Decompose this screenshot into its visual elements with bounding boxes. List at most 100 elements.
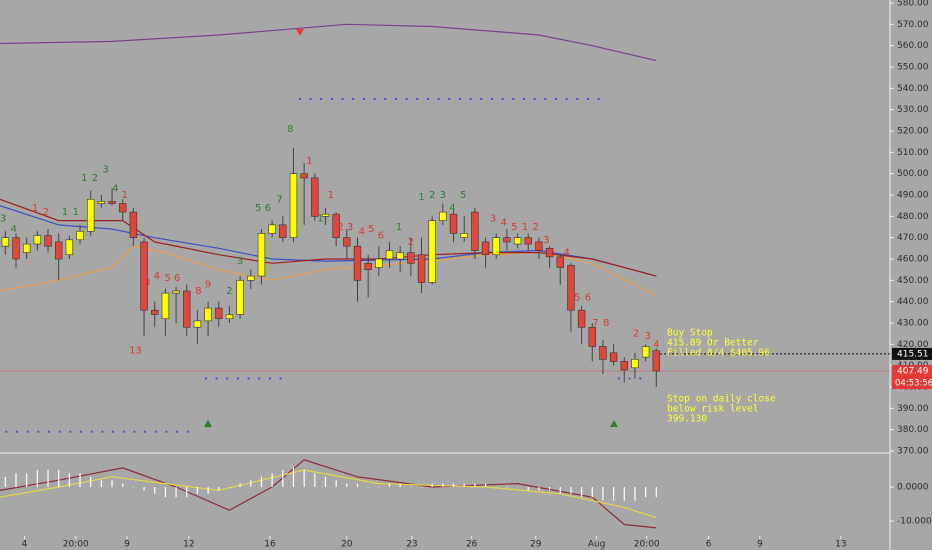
y-tick-label: -10.0000 (897, 517, 932, 527)
candle-body (471, 211, 479, 251)
countdown: 04:53:56 (895, 379, 932, 389)
td-count: 4 (112, 184, 118, 195)
histogram-bar (356, 483, 359, 488)
y-tick-label: 500.00 (897, 169, 929, 179)
histogram-bar (367, 487, 369, 488)
histogram-bar (58, 469, 60, 488)
histogram-bar (378, 487, 380, 488)
td-count: 5 (368, 224, 374, 235)
histogram-bar (100, 480, 102, 488)
histogram-bar (506, 487, 508, 488)
y-tick-label: 480.00 (897, 212, 929, 222)
candle-body (428, 220, 436, 283)
histogram-bar (239, 483, 241, 488)
td-count: 1 (73, 207, 79, 218)
price-tag-label: 415.51 (897, 349, 929, 359)
candle-body (620, 361, 628, 371)
histogram-bar (613, 487, 615, 501)
td-count: 4 (11, 224, 17, 235)
td-count: 2 (226, 286, 232, 297)
histogram-bar (431, 483, 433, 488)
y-tick-label: 520.00 (897, 127, 929, 137)
y-tick-label: 0.0000 (897, 483, 929, 493)
y-tick-label: 570.00 (897, 20, 929, 30)
td-count: 4 (563, 248, 569, 259)
annotation: 415.89 Or Better (667, 338, 759, 349)
candle-body (247, 275, 255, 281)
candle-body (417, 254, 426, 283)
price-tag-label: 407.49 (897, 367, 929, 377)
price-tag (892, 365, 932, 378)
signal-arrow (204, 420, 212, 427)
candle-body (535, 241, 543, 251)
histogram-bar (324, 476, 327, 488)
annotation: Buy Stop (667, 328, 713, 339)
candle-body (268, 224, 276, 234)
candle-body (257, 233, 266, 277)
histogram-bar (602, 487, 604, 501)
histogram-bar (79, 473, 81, 488)
histogram-bar (271, 473, 273, 488)
candle-body (33, 235, 42, 245)
y-tick-label: 440.00 (897, 297, 929, 307)
histogram-bar (122, 483, 124, 488)
x-tick-label: 6 (706, 540, 712, 550)
td-count: 6 (174, 273, 180, 284)
candle-body (22, 243, 31, 253)
histogram-bar (591, 487, 593, 498)
td-count: 7 (592, 318, 598, 329)
histogram-bar (314, 473, 316, 488)
candle-body (599, 346, 607, 360)
candle-body (236, 280, 244, 315)
td-count: 1 (122, 190, 128, 201)
histogram-bar (47, 469, 49, 488)
histogram-bar (645, 487, 647, 498)
td-count: 1 (471, 213, 477, 224)
candle-body (1, 237, 10, 247)
candle-body (311, 177, 319, 217)
annotations: Buy Stop 415.89 Or Better Filled 8/4 $40… (667, 328, 776, 425)
candle-body (193, 320, 202, 328)
td-count: 3 (490, 213, 496, 224)
td-count: 6 (378, 231, 384, 242)
candle-body (300, 173, 308, 179)
candle-body (396, 252, 404, 260)
candle-body (87, 198, 95, 232)
x-tick-label: 9 (124, 540, 130, 550)
candle-body (76, 230, 84, 241)
y-tick-label: 530.00 (897, 105, 929, 115)
td-count: 2 (633, 329, 639, 340)
candle-body (364, 262, 372, 270)
histogram-bar (68, 473, 70, 488)
y-tick-label: 550.00 (897, 63, 929, 73)
candle-body (567, 265, 575, 311)
td-count: 2 (43, 207, 49, 218)
x-tick-label: 20 (341, 540, 353, 550)
histogram-bar (516, 487, 519, 488)
histogram-bar (452, 483, 455, 488)
candle-body (385, 250, 394, 260)
signal-arrow (296, 29, 304, 36)
candle-body (151, 309, 159, 315)
histogram-bar (399, 483, 401, 488)
candle-body (641, 346, 650, 358)
candle-body (353, 245, 362, 281)
histogram-bar (250, 480, 252, 488)
histogram-bar (154, 487, 156, 494)
x-tick-label: 23 (406, 540, 417, 550)
histogram-bar (634, 487, 636, 501)
candle-body (321, 213, 330, 217)
td-count: 3 (102, 164, 108, 175)
td-count: 7 (185, 312, 191, 323)
histogram-bar (132, 487, 134, 488)
td-count: 3 (237, 256, 243, 267)
td-count: 4 (449, 203, 455, 214)
td-count: 6 (265, 203, 271, 214)
indicator-line (0, 23, 657, 62)
x-tick-label: 29 (530, 540, 542, 550)
candle-body (631, 358, 639, 369)
histogram-bar (228, 487, 231, 488)
histogram-bar (143, 487, 145, 491)
